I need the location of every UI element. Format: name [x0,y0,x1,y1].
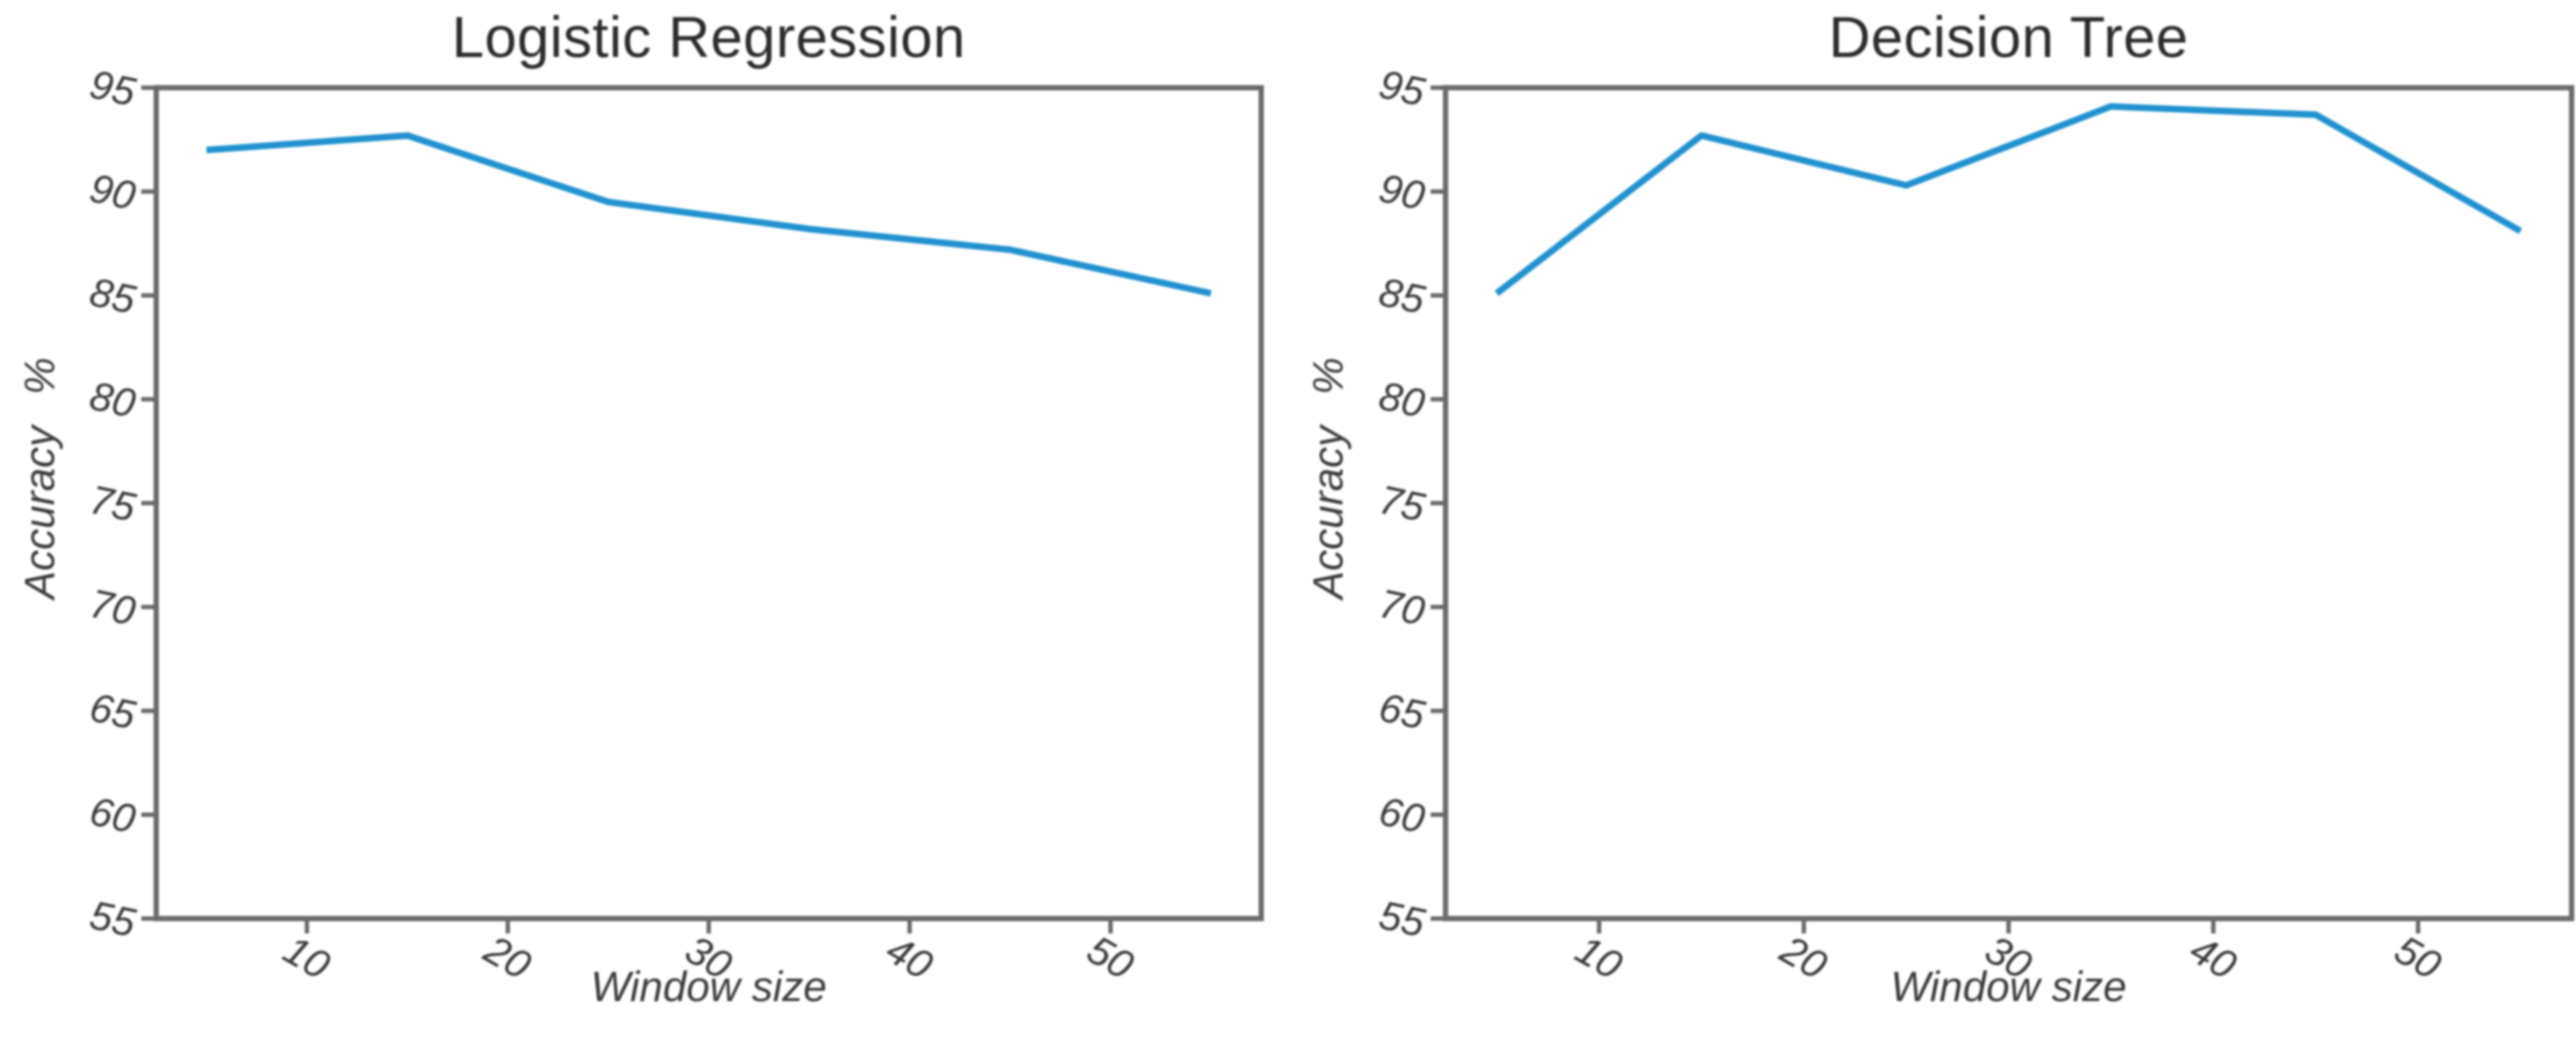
y-tick-label: 55 [86,891,140,946]
y-tick-label: 95 [86,61,140,115]
y-tick-label: 85 [86,268,140,323]
y-tick-label: 90 [86,165,140,219]
y-axis-label-left: Accuracy % [17,357,64,599]
y-tick-label: 65 [1375,684,1429,739]
x-axis-label-left: Window size [591,964,827,1011]
y-tick-label: 70 [1375,580,1429,634]
y-tick-label: 85 [1375,268,1429,323]
y-tick-label: 80 [1375,372,1429,426]
y-tick-label: 65 [86,684,140,739]
chart-title-logistic-regression: Logistic Regression [451,4,966,69]
y-tick-label: 90 [1375,165,1429,219]
plot-border [1443,85,2574,921]
y-axis-label-right: Accuracy % [1305,357,1353,599]
y-tick-label: 80 [86,372,140,426]
y-tick-label: 55 [1375,891,1429,946]
y-tick-label: 60 [86,788,140,842]
y-tick-label: 75 [1375,476,1429,531]
x-axis-label-right: Window size [1891,964,2127,1011]
accuracy-line [1495,103,2522,297]
accuracy-line [205,132,1212,297]
y-tick-label: 60 [1375,788,1429,842]
y-tick-label: 95 [1375,61,1429,115]
chart-title-decision-tree: Decision Tree [1828,4,2189,69]
y-tick-label: 70 [86,580,140,634]
y-tick-label: 75 [86,476,140,531]
